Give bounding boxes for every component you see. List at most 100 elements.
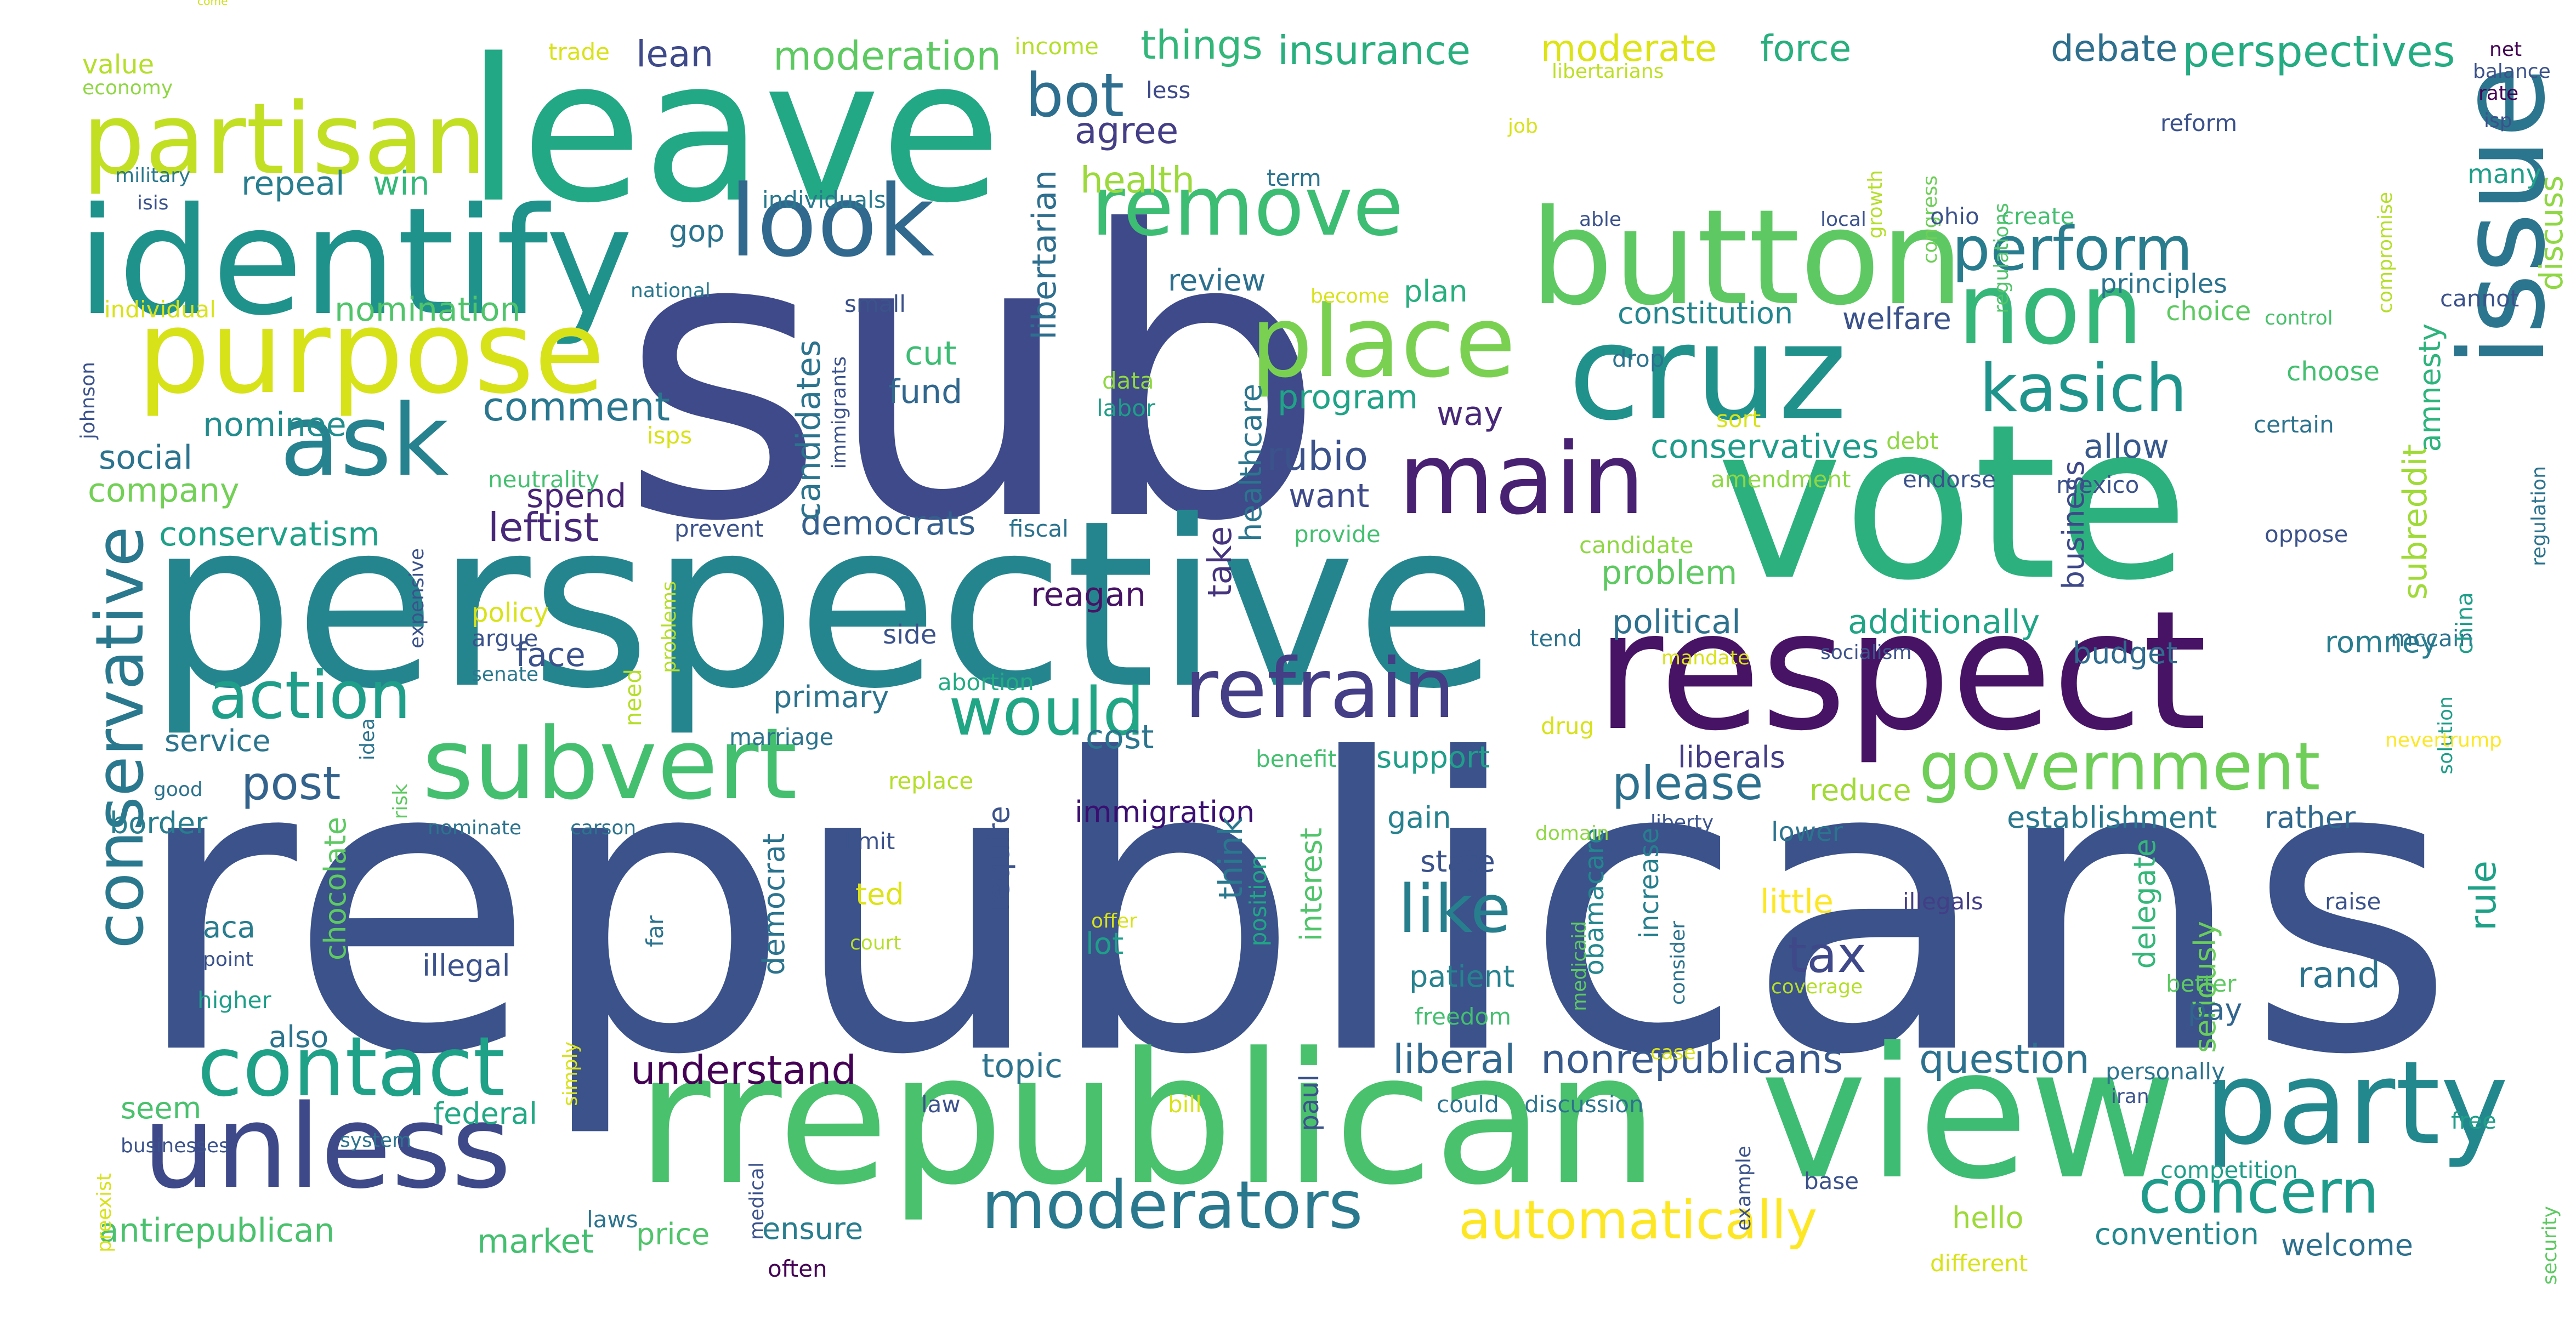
word-case: case <box>1650 1042 1696 1064</box>
word-perspective: perspective <box>148 471 1497 739</box>
word-conservative: conservative <box>82 526 158 949</box>
word-balance: balance <box>2473 60 2551 83</box>
word-point: point <box>203 948 253 971</box>
word-different: different <box>1930 1250 2028 1277</box>
word-concern: concern <box>2138 1157 2379 1227</box>
word-benefit: benefit <box>1256 746 1337 772</box>
word-spend: spend <box>526 477 626 515</box>
word-sub: sub <box>620 148 1326 607</box>
word-court: court <box>850 932 901 954</box>
word-border: border <box>110 806 208 840</box>
word-view: view <box>1760 1009 2177 1219</box>
word-state: state <box>1420 844 1495 879</box>
word-little: little <box>1760 883 1834 921</box>
word-immigrants: immigrants <box>828 356 850 469</box>
word-illegal: illegal <box>422 948 510 983</box>
word-military: military <box>115 164 190 187</box>
word-come: come <box>197 0 228 8</box>
word-force: force <box>1760 27 1851 70</box>
word-also: also <box>269 1020 328 1054</box>
word-reform: reform <box>2160 110 2237 136</box>
word-offer: offer <box>1091 910 1137 932</box>
word-take: take <box>1201 526 1239 598</box>
word-income: income <box>1014 33 1099 60</box>
word-obamacare: obamacare <box>1579 828 1610 975</box>
word-replace: replace <box>888 767 973 794</box>
word-romney: romney <box>2325 625 2438 659</box>
word-welcome: welcome <box>2281 1228 2413 1262</box>
word-conservatives: conservatives <box>1650 428 1879 466</box>
word-debt: debt <box>1886 428 1939 454</box>
word-discussion: discussion <box>1524 1091 1644 1118</box>
word-government: government <box>1919 729 2320 805</box>
word-contact: contact <box>197 1020 505 1115</box>
word-regulations: regulations <box>1990 203 2013 314</box>
word-tax: tax <box>1788 926 1866 984</box>
word-compromise: compromise <box>2374 192 2397 314</box>
word-federal: federal <box>433 1096 537 1131</box>
word-nominate: nominate <box>428 817 521 839</box>
word-immigration: immigration <box>1075 795 1255 829</box>
word-additionally: additionally <box>1848 603 2040 641</box>
word-nominee: nominee <box>203 406 347 444</box>
word-mccain: mccain <box>2391 625 2473 652</box>
word-agree: agree <box>1075 110 1178 152</box>
word-non: non <box>1957 252 2143 367</box>
word-choice: choice <box>2166 296 2251 327</box>
word-patient: patient <box>1409 959 1514 994</box>
word-data: data <box>1102 367 1154 394</box>
word-socialism: socialism <box>1820 641 1911 664</box>
word-support: support <box>1376 740 1490 775</box>
word-way: way <box>1437 395 1503 433</box>
word-laws: laws <box>587 1206 638 1233</box>
word-win: win <box>373 164 430 203</box>
word-partisan: partisan <box>82 82 486 197</box>
word-ask: ask <box>280 384 449 498</box>
word-isis: isis <box>137 192 169 214</box>
word-allow: allow <box>2084 428 2169 466</box>
word-remove: remove <box>1091 159 1404 254</box>
word-problems: problems <box>658 581 680 673</box>
word-nonrepublicans: nonrepublicans <box>1541 1036 1843 1082</box>
word-leftist: leftist <box>488 504 599 550</box>
word-illegals: illegals <box>1903 888 1983 915</box>
word-antirepublican: antirepublican <box>99 1211 335 1250</box>
word-example: example <box>1733 1146 1755 1231</box>
word-trade: trade <box>548 38 610 65</box>
word-moderators: moderators <box>981 1168 1363 1244</box>
word-job: job <box>1507 115 1538 138</box>
word-risk: risk <box>389 784 412 820</box>
word-personally: personally <box>2106 1058 2225 1085</box>
word-kasich: kasich <box>1979 351 2187 427</box>
word-less: less <box>1146 77 1190 104</box>
word-market: market <box>477 1222 594 1261</box>
word-things: things <box>1141 22 1263 68</box>
word-position: position <box>1245 855 1272 946</box>
word-bot: bot <box>1025 60 1124 130</box>
word-paul: paul <box>1294 1074 1325 1131</box>
word-purpose: purpose <box>137 285 605 419</box>
word-fiscal: fiscal <box>1009 515 1069 542</box>
word-please: please <box>1612 756 1763 810</box>
word-program: program <box>1278 378 1418 417</box>
word-moderation: moderation <box>773 33 1001 79</box>
word-higher: higher <box>197 987 271 1014</box>
word-health: health <box>1080 159 1195 201</box>
word-individuals: individuals <box>762 186 886 213</box>
word-tend: tend <box>1530 625 1582 652</box>
word-abortion: abortion <box>938 669 1034 696</box>
word-freedom: freedom <box>1415 1003 1511 1030</box>
word-argue: argue <box>472 625 538 652</box>
word-main: main <box>1398 422 1645 537</box>
word-perform: perform <box>1952 214 2193 284</box>
word-many: many <box>2467 159 2541 190</box>
word-consider: consider <box>1667 921 1689 1005</box>
word-competition: competition <box>2160 1157 2298 1184</box>
word-hello: hello <box>1952 1200 2024 1235</box>
word-cannot: cannot <box>2440 285 2519 312</box>
word-constitution: constitution <box>1618 296 1793 331</box>
word-far: far <box>642 915 668 947</box>
word-lean: lean <box>636 33 713 75</box>
word-conservatism: conservatism <box>159 515 380 554</box>
word-social: social <box>99 439 192 477</box>
